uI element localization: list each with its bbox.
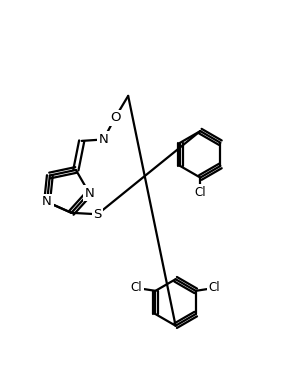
Text: Cl: Cl	[194, 186, 206, 199]
Text: Cl: Cl	[131, 282, 142, 294]
Text: S: S	[93, 208, 102, 221]
Text: N: N	[84, 186, 94, 200]
Text: O: O	[110, 111, 120, 124]
Text: N: N	[42, 195, 52, 209]
Text: Cl: Cl	[209, 282, 221, 294]
Text: N: N	[99, 133, 108, 146]
Text: S: S	[43, 195, 51, 209]
